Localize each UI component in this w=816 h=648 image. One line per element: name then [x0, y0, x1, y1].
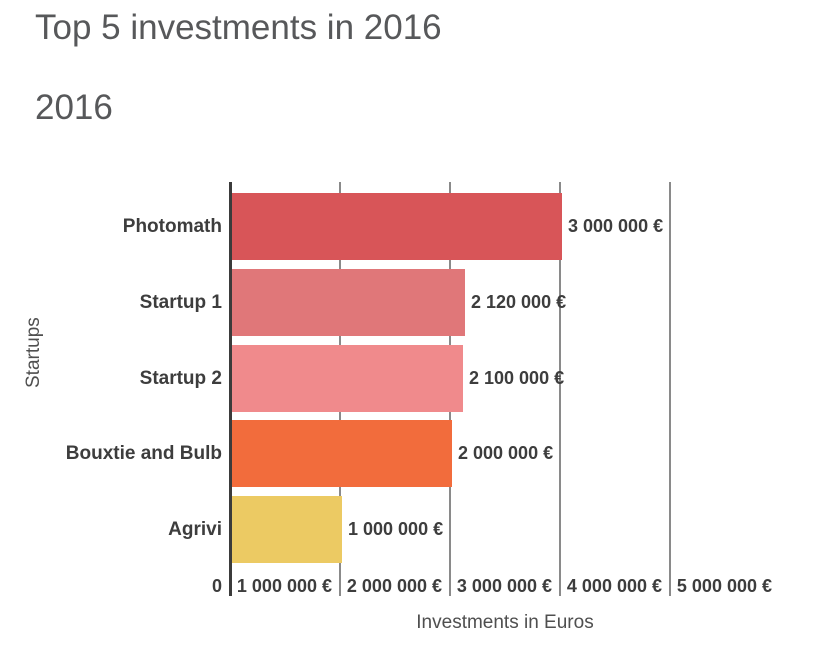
category-label-agrivi: Agrivi	[168, 518, 222, 540]
gridline-x-4	[669, 182, 671, 596]
bar-value-label-agrivi: 1 000 000 €	[348, 519, 444, 539]
gridline-x-3	[559, 182, 561, 596]
x-tick-label-0: 0	[211, 576, 222, 596]
x-tick-label-4: 4 000 000 €	[566, 576, 662, 596]
x-tick-label-3: 3 000 000 €	[456, 576, 552, 596]
y-axis-line	[229, 182, 232, 596]
x-tick-label-2: 2 000 000 €	[346, 576, 442, 596]
bar-startup-2	[232, 345, 463, 412]
x-axis-title: Investments in Euros	[416, 612, 594, 633]
category-label-photomath: Photomath	[122, 215, 222, 237]
bar-value-label-photomath: 3 000 000 €	[568, 216, 664, 236]
category-label-startup-2: Startup 2	[139, 367, 222, 389]
bar-startup-1	[232, 269, 465, 336]
bar-value-label-startup-2: 2 100 000 €	[469, 368, 565, 388]
bar-photomath	[232, 193, 562, 260]
category-label-startup-1: Startup 1	[139, 291, 222, 313]
bar-bouxtie-and-bulb	[232, 420, 452, 487]
x-tick-label-5: 5 000 000 €	[676, 576, 772, 596]
x-tick-label-1: 1 000 000 €	[236, 576, 332, 596]
bar-agrivi	[232, 496, 342, 563]
y-axis-title: Startups	[23, 317, 44, 388]
category-label-bouxtie-and-bulb: Bouxtie and Bulb	[65, 442, 222, 464]
bar-value-label-bouxtie-and-bulb: 2 000 000 €	[458, 443, 554, 463]
chart-title: Top 5 investments in 2016	[35, 8, 442, 47]
plot-area	[229, 182, 781, 596]
chart-subtitle: 2016	[35, 88, 113, 127]
bar-value-label-startup-1: 2 120 000 €	[471, 292, 567, 312]
